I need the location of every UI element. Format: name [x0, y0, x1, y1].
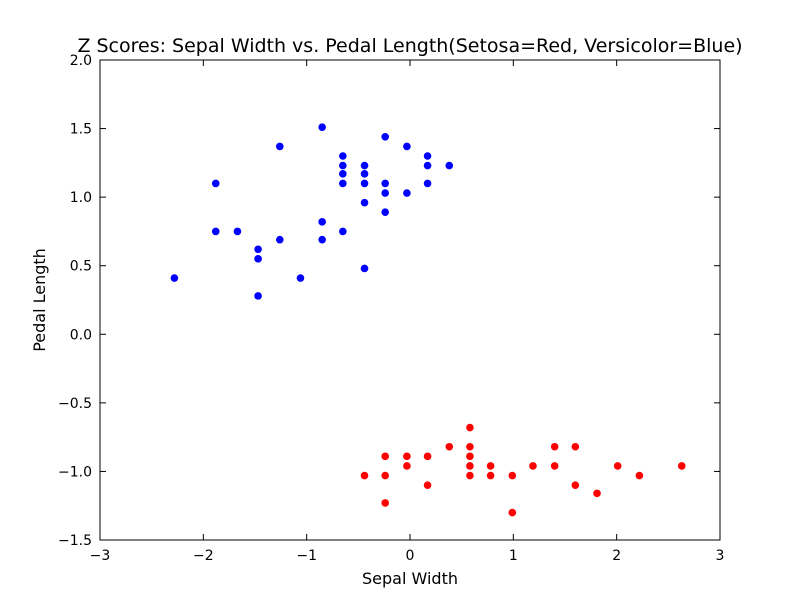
scatter-point-setosa — [466, 462, 474, 470]
scatter-point-versicolor — [381, 208, 390, 217]
scatter-point-setosa — [508, 508, 517, 517]
scatter-point-versicolor — [339, 152, 347, 160]
x-tick-label: −2 — [193, 548, 214, 564]
ticks-layer: −3 −2 −1 0 1 2 3 −1.5 −1.0 −0.5 0.0 0.5 1.0 1.5 2.0 — [58, 53, 724, 564]
scatter-point-versicolor — [339, 227, 347, 236]
scatter-point-setosa — [529, 462, 537, 470]
y-tick-label: 0.0 — [70, 327, 92, 343]
x-tick-label: −3 — [90, 548, 111, 564]
y-tick-label: 1.0 — [70, 190, 92, 206]
y-tick-label: −1.5 — [58, 533, 92, 549]
scatter-point-versicolor — [211, 179, 220, 188]
scatter-point-setosa — [445, 442, 454, 451]
scatter-point-setosa — [571, 442, 580, 451]
scatter-point-setosa — [381, 452, 390, 461]
scatter-point-setosa — [381, 499, 390, 507]
scatter-point-versicolor — [296, 274, 305, 282]
scatter-point-versicolor — [360, 161, 369, 170]
scatter-point-setosa — [403, 462, 411, 470]
scatter-point-versicolor — [170, 274, 179, 282]
x-tick-label: 1 — [509, 548, 518, 564]
scatter-point-setosa — [466, 471, 474, 480]
scatter-point-setosa — [423, 481, 432, 489]
scatter-point-versicolor — [423, 152, 432, 160]
scatter-point-setosa — [466, 452, 474, 461]
y-tick-label: −1.0 — [58, 464, 92, 480]
scatter-point-versicolor — [381, 179, 390, 188]
scatter-point-setosa — [508, 471, 517, 480]
scatter-point-versicolor — [276, 142, 284, 151]
scatter-point-versicolor — [423, 161, 432, 170]
scatter-point-versicolor — [254, 292, 262, 300]
scatter-point-versicolor — [233, 227, 242, 236]
scatter-point-versicolor — [318, 235, 326, 244]
x-tick-label: −1 — [296, 548, 317, 564]
y-tick-label: 1.5 — [70, 122, 92, 138]
points-layer — [170, 123, 686, 517]
plot-frame — [99, 59, 721, 541]
x-axis-label: Sepal Width — [362, 569, 458, 588]
scatter-point-setosa — [613, 462, 622, 470]
scatter-point-versicolor — [360, 198, 369, 207]
scatter-point-versicolor — [445, 161, 454, 170]
scatter-point-versicolor — [360, 264, 369, 273]
scatter-point-versicolor — [276, 235, 284, 244]
scatter-point-setosa — [486, 471, 495, 480]
y-tick-label: 0.5 — [70, 259, 92, 275]
y-tick-label: −0.5 — [58, 396, 92, 412]
scatter-point-setosa — [571, 481, 580, 489]
scatter-point-setosa — [403, 452, 411, 461]
scatter-point-setosa — [466, 442, 474, 451]
y-tick-label: 2.0 — [70, 53, 92, 69]
x-tick-label: 0 — [406, 548, 415, 564]
x-tick-label: 3 — [716, 548, 725, 564]
scatter-point-setosa — [466, 423, 474, 432]
chart-title: Z Scores: Sepal Width vs. Pedal Length(S… — [77, 35, 742, 57]
scatter-point-versicolor — [339, 179, 347, 188]
scatter-point-versicolor — [339, 170, 347, 178]
scatter-point-versicolor — [403, 189, 411, 197]
scatter-point-setosa — [677, 462, 686, 470]
x-tick-label: 2 — [612, 548, 621, 564]
scatter-point-versicolor — [360, 170, 369, 178]
scatter-point-setosa — [550, 442, 559, 451]
scatter-point-versicolor — [381, 189, 390, 197]
scatter-point-versicolor — [423, 179, 432, 188]
scatter-point-versicolor — [254, 255, 262, 263]
scatter-point-versicolor — [318, 123, 326, 131]
scatter-point-setosa — [381, 471, 390, 480]
scatter-point-versicolor — [254, 245, 262, 254]
scatter-point-versicolor — [211, 227, 220, 236]
scatter-point-setosa — [423, 452, 432, 461]
scatter-point-versicolor — [360, 179, 369, 188]
scatter-point-versicolor — [403, 142, 411, 151]
scatter-point-setosa — [593, 489, 601, 498]
scatter-point-setosa — [635, 471, 644, 480]
scatter-point-versicolor — [318, 218, 326, 226]
scatter-point-setosa — [550, 462, 559, 470]
scatter-point-setosa — [486, 462, 495, 470]
scatter-point-setosa — [360, 471, 369, 480]
scatter-point-versicolor — [339, 161, 347, 170]
y-axis-label: Pedal Length — [30, 248, 49, 352]
scatter-point-versicolor — [381, 133, 390, 141]
